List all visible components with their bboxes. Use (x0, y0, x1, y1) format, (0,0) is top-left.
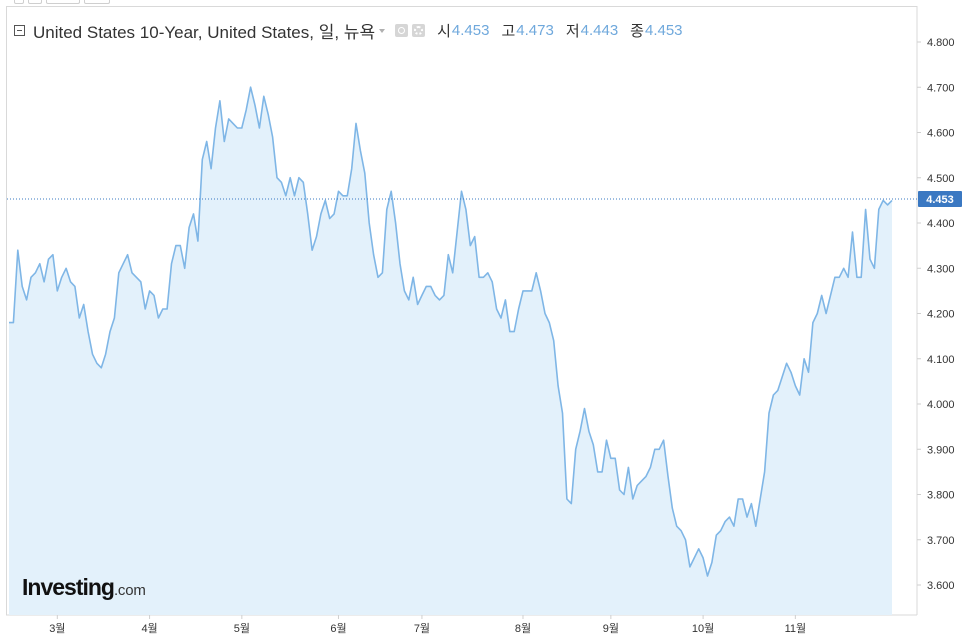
current-value-label: 4.453 (926, 194, 954, 206)
collapse-icon[interactable] (14, 24, 25, 36)
tab-stub[interactable] (84, 0, 110, 4)
y-tick-label: 3.700 (927, 535, 955, 547)
chart-frame (6, 6, 917, 615)
tab-stub[interactable] (28, 0, 42, 4)
series-line (9, 86, 893, 577)
logo-text: Investing (22, 574, 115, 600)
y-tick-label: 3.600 (927, 580, 955, 592)
x-tick-label: 10월 (692, 622, 714, 635)
chart-header: United States 10-Year, United States, 일,… (14, 18, 695, 42)
eye-icon[interactable] (395, 23, 409, 37)
y-tick-label: 4.400 (927, 218, 955, 230)
open-label: 시 (437, 22, 451, 40)
x-tick-label: 4월 (141, 622, 157, 635)
top-tab-strip (14, 0, 114, 4)
y-tick-label: 4.100 (927, 354, 955, 366)
x-tick-label: 3월 (49, 622, 65, 635)
open-value: 4.453 (451, 21, 490, 39)
x-tick-label: 9월 (603, 622, 619, 635)
gear-icon[interactable] (412, 23, 426, 37)
logo-suffix: .com (113, 582, 146, 599)
y-tick-label: 4.200 (927, 309, 955, 321)
x-tick-label: 11월 (785, 622, 807, 635)
y-tick-label: 4.500 (927, 173, 955, 185)
close-value: 4.453 (644, 21, 683, 39)
y-tick-label: 4.600 (927, 128, 955, 140)
current-value-marker (918, 191, 962, 208)
y-tick-label: 4.300 (927, 263, 955, 275)
high-label: 고 (501, 22, 516, 40)
y-tick-label: 4.000 (927, 399, 955, 411)
x-tick-label: 5월 (234, 622, 250, 635)
tab-stub[interactable] (46, 0, 80, 4)
investing-logo: Investing .com (22, 574, 146, 601)
y-tick-label: 3.900 (927, 444, 955, 456)
ohlc-readout: 시 4.453 고 4.473 저 4.443 종 4.453 (437, 20, 694, 41)
x-tick-label: 8월 (515, 622, 531, 635)
y-tick-label: 4.700 (927, 82, 955, 94)
chart-title: United States 10-Year, United States, 일,… (33, 22, 376, 42)
x-tick-label: 7월 (414, 622, 430, 635)
close-label: 종 (630, 22, 644, 40)
y-tick-label: 4.800 (927, 37, 955, 49)
tab-stub[interactable] (14, 0, 24, 4)
y-tick-label: 3.800 (927, 490, 955, 502)
high-value: 4.473 (516, 21, 554, 39)
x-tick-label: 6월 (330, 622, 346, 635)
chevron-down-icon[interactable] (379, 29, 386, 33)
series-area-fill (9, 87, 892, 615)
low-label: 저 (565, 22, 580, 40)
low-value: 4.443 (580, 21, 619, 39)
